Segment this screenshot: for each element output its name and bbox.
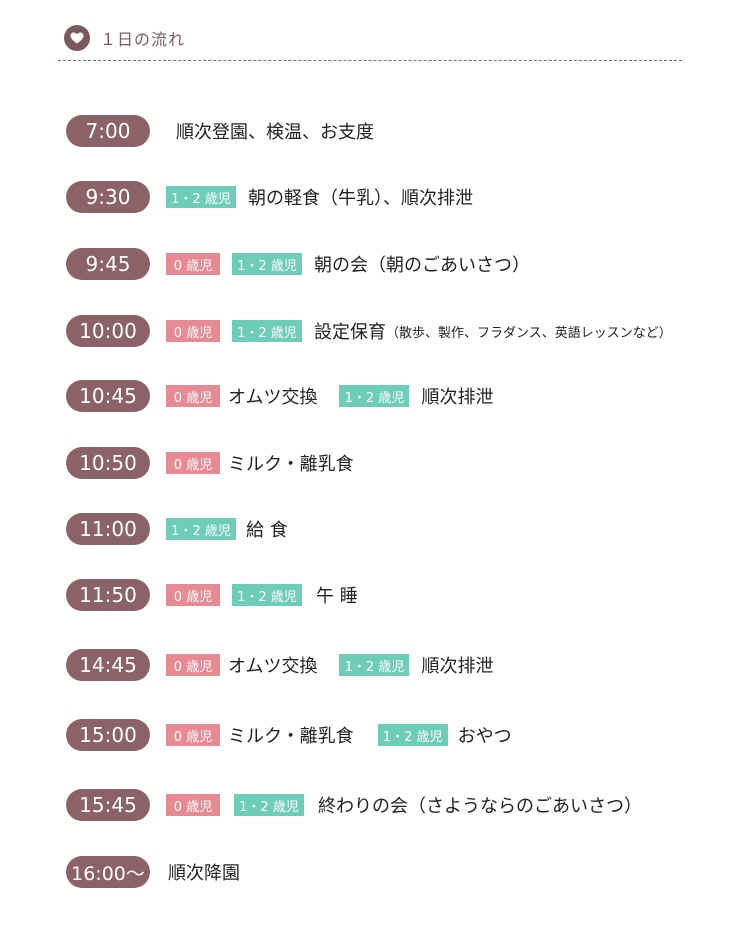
tag-toddler: 1・2 歳児 [232,584,302,606]
activity-text: ミルク・離乳食 [228,726,354,747]
activity-text-2: 順次排泄 [421,656,494,677]
time-pill: 10:50 [66,447,150,479]
time-pill: 14:45 [66,649,150,681]
time-pill: 10:00 [66,315,150,347]
schedule-row: 11:00 1・2 歳児 給 食 [66,513,288,545]
time-pill: 11:00 [66,513,150,545]
time-pill: 9:30 [66,181,150,213]
time-pill: 7:00 [66,115,150,147]
tag-toddler: 1・2 歳児 [339,385,410,407]
activity-text: ミルク・離乳食 [228,454,354,475]
activity-text: 午 睡 [316,586,358,607]
time-pill: 15:00 [66,719,150,751]
activity-note: （散歩、製作、フラダンス、英語レッスンなど） [386,325,672,341]
tag-infant: 0 歳児 [166,584,220,606]
activity-text-2: 順次排泄 [421,387,494,408]
tag-toddler: 1・2 歳児 [166,186,236,208]
activity-text: 給 食 [246,520,288,541]
section-title: １日の流れ [100,30,186,49]
tag-toddler: 1・2 歳児 [377,724,448,746]
schedule-row: 10:00 0 歳児 1・2 歳児 設定保育 （散歩、製作、フラダンス、英語レッ… [66,315,672,347]
activity-text: 順次登園、検温、お支度 [176,122,374,143]
schedule-row: 15:00 0 歳児 ミルク・離乳食 1・2 歳児 おやつ [66,719,512,751]
schedule-row: 11:50 0 歳児 1・2 歳児 午 睡 [66,579,358,611]
schedule-row: 14:45 0 歳児 オムツ交換 1・2 歳児 順次排泄 [66,649,493,681]
time-pill: 9:45 [66,248,150,280]
time-pill: 11:50 [66,579,150,611]
activity-text: オムツ交換 [228,387,318,408]
activity-text: 朝の会（朝のごあいさつ） [314,255,530,276]
heart-icon [64,25,90,51]
tag-infant: 0 歳児 [166,794,220,816]
schedule-row: 7:00 順次登園、検温、お支度 [66,115,374,147]
activity-text: オムツ交換 [228,656,318,677]
activity-text: 終わりの会（さようならのごあいさつ） [318,796,642,817]
activity-text: 朝の軽食（牛乳）、順次排泄 [248,188,473,209]
tag-infant: 0 歳児 [166,253,220,275]
schedule-row: 16:00〜 順次降園 [66,856,240,888]
tag-toddler: 1・2 歳児 [234,794,304,816]
activity-text: 設定保育 [314,322,386,343]
schedule-row: 15:45 0 歳児 1・2 歳児 終わりの会（さようならのごあいさつ） [66,789,642,821]
tag-infant: 0 歳児 [166,385,220,407]
time-pill: 10:45 [66,380,150,412]
schedule-row: 10:45 0 歳児 オムツ交換 1・2 歳児 順次排泄 [66,380,493,412]
tag-toddler: 1・2 歳児 [232,253,302,275]
tag-toddler: 1・2 歳児 [166,518,236,540]
schedule-row: 10:50 0 歳児 ミルク・離乳食 [66,447,354,479]
activity-text: 順次降園 [168,863,240,884]
section-header: １日の流れ [58,20,682,61]
schedule-row: 9:45 0 歳児 1・2 歳児 朝の会（朝のごあいさつ） [66,248,530,280]
tag-toddler: 1・2 歳児 [232,320,302,342]
time-pill: 15:45 [66,789,150,821]
tag-infant: 0 歳児 [166,654,220,676]
tag-infant: 0 歳児 [166,452,220,474]
schedule-row: 9:30 1・2 歳児 朝の軽食（牛乳）、順次排泄 [66,181,473,213]
tag-infant: 0 歳児 [166,724,220,746]
time-pill: 16:00〜 [66,856,150,888]
activity-text-2: おやつ [457,726,512,747]
tag-toddler: 1・2 歳児 [339,654,410,676]
tag-infant: 0 歳児 [166,320,220,342]
